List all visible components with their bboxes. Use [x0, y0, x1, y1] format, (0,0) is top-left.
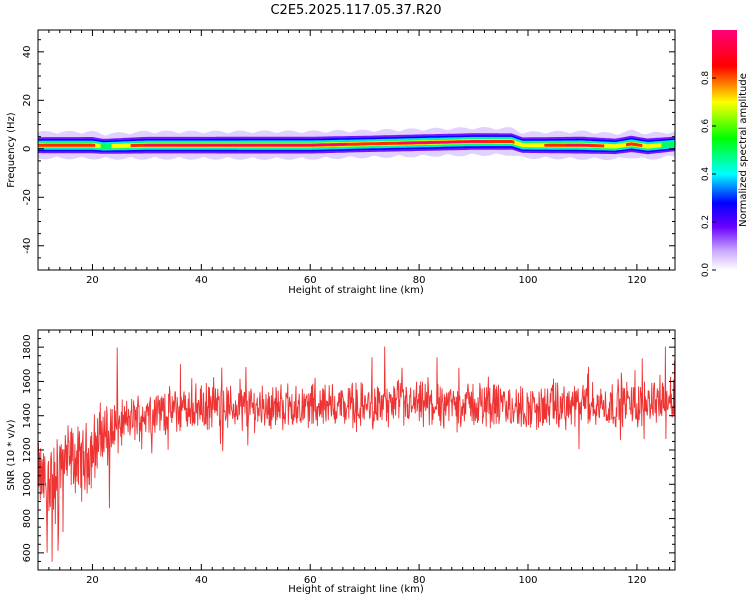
spectrogram-x-tick-label: 40 [195, 275, 208, 286]
spectrogram-y-tick-label: -40 [22, 238, 33, 254]
spectrogram-frame [37, 29, 676, 271]
spectral-band [144, 143, 349, 147]
colorbar-tick-label: 0.8 [701, 71, 711, 86]
spectrogram-x-tick-label: 60 [304, 275, 317, 286]
snr-x-tick-label: 100 [518, 575, 537, 586]
colorbar-tick-label: 0.6 [701, 119, 711, 134]
snr-series-line [38, 346, 675, 562]
colorbar-tick-label: 0.0 [701, 263, 711, 278]
snr-x-tick-label: 40 [195, 575, 208, 586]
colorbar-label: Normalized spectral amplitude [738, 73, 749, 227]
spectrogram-x-tick-label: 120 [627, 275, 646, 286]
snr-frame [37, 329, 676, 571]
snr-x-tick-label: 120 [627, 575, 646, 586]
snr-panel: 20 40 60 80 100 120 600 800 1000 1200 1400 1600 1800… [6, 329, 676, 595]
spectrogram-y-tick-label: 0 [22, 146, 33, 152]
snr-y-tick-label: 1800 [22, 334, 33, 359]
snr-y-tick-label: 1600 [22, 369, 33, 394]
snr-ylabel: SNR (10 * v/v) [6, 419, 17, 490]
snr-x-tick-label: 20 [86, 575, 99, 586]
spectrogram-y-tick-label: 20 [22, 94, 33, 107]
colorbar-tick-label: 0.4 [701, 167, 711, 182]
spectrogram-y-tick-label: 40 [22, 45, 33, 58]
snr-x-tick-label: 80 [413, 575, 426, 586]
snr-y-tick-label: 1400 [22, 403, 33, 428]
figure-title: C2E5.2025.117.05.37.R20 [270, 3, 441, 18]
spectrogram-x-tick-label: 100 [518, 275, 537, 286]
spectrogram-x-tick-label: 80 [413, 275, 426, 286]
snr-y-tick-label: 600 [22, 543, 33, 562]
spectrogram-xlabel: Height of straight line (km) [288, 285, 424, 296]
spectral-band [38, 143, 96, 147]
spectral-band [566, 144, 591, 147]
spectral-band [626, 142, 643, 147]
spectral-band [397, 140, 488, 145]
spectrogram-x-tick-label: 20 [86, 275, 99, 286]
spectrogram-panel: 20 40 60 80 100 120 -40 -20 0 20 40 Height of stra… [6, 29, 676, 296]
spectrogram-y-tick-label: -20 [22, 189, 33, 205]
snr-x-tick-label: 60 [304, 575, 317, 586]
snr-y-tick-label: 800 [22, 509, 33, 528]
colorbar-tick-label: 0.2 [701, 215, 711, 229]
spectrogram-ylabel: Frequency (Hz) [6, 112, 17, 188]
snr-y-tick-label: 1000 [22, 472, 33, 497]
colorbar: 0.0 0.2 0.4 0.6 0.8 Normalized spectral ampl… [701, 30, 749, 277]
colorbar-gradient [712, 30, 737, 270]
snr-y-tick-label: 1200 [22, 437, 33, 462]
snr-xlabel: Height of straight line (km) [288, 584, 424, 595]
